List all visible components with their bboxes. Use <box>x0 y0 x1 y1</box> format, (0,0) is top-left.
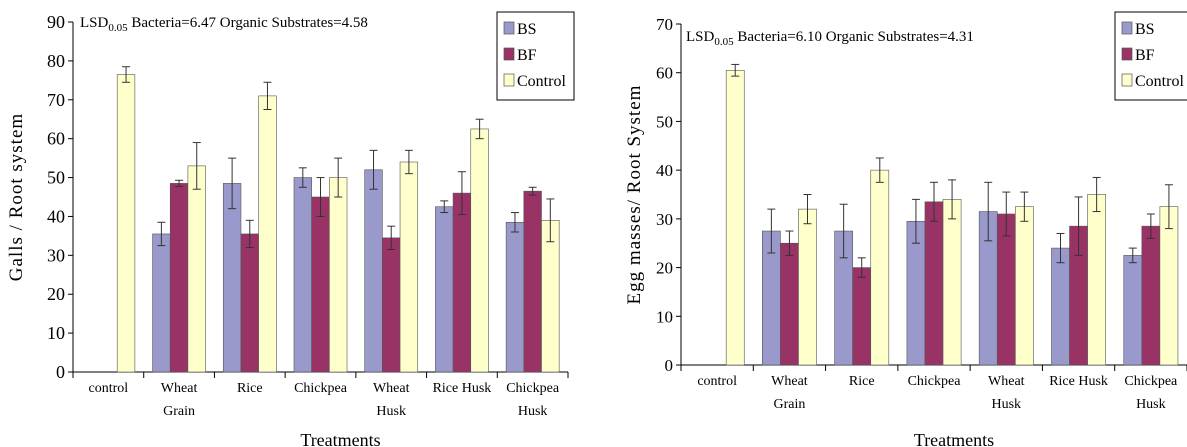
bar-bf <box>311 196 330 373</box>
y-tick-label: 30 <box>47 245 65 265</box>
bar-bs <box>152 233 171 373</box>
bar-bf <box>452 192 472 373</box>
legend-label-control: Control <box>517 73 566 90</box>
legend-swatch-control <box>1121 73 1133 87</box>
y-tick-label: 70 <box>47 90 65 110</box>
y-tick-label: 10 <box>47 323 65 343</box>
y-tick-label: 50 <box>47 168 65 188</box>
bar-control <box>798 208 817 366</box>
x-axis-label: Treatments <box>914 430 994 447</box>
y-axis-label: Galls / Root system <box>6 113 27 281</box>
y-tick-label: 10 <box>656 307 673 326</box>
bar-control <box>116 74 136 373</box>
bar-bf <box>852 267 872 366</box>
y-tick-label: 40 <box>656 161 673 180</box>
bar-control <box>942 199 962 366</box>
bar-control <box>1087 194 1106 366</box>
bar-bs <box>293 177 312 373</box>
x-tick-label: Husk <box>992 397 1022 412</box>
x-tick-label: Chickpea <box>1124 374 1178 389</box>
legend-label-bs: BS <box>1135 21 1155 38</box>
bar-control <box>399 161 419 373</box>
lsd-annotation: LSD0.05 Bacteria=6.10 Organic Substrates… <box>686 29 974 48</box>
y-tick-label: 60 <box>47 129 65 149</box>
bar-bs <box>1051 247 1070 366</box>
lsd-annotation: LSD0.05 Bacteria=6.47 Organic Substrates… <box>80 15 368 34</box>
x-tick-label: Wheat <box>771 374 808 389</box>
bar-control <box>258 95 277 373</box>
bar-control <box>329 177 348 373</box>
x-tick-label: Rice <box>237 381 263 396</box>
y-tick-label: 50 <box>656 112 673 131</box>
y-tick-label: 0 <box>56 362 65 382</box>
y-axis-label: Egg masses/ Root System <box>624 85 645 305</box>
bar-control <box>1159 206 1179 366</box>
bar-bf <box>382 237 401 373</box>
y-tick-label: 60 <box>656 64 673 83</box>
x-tick-label: Chickpea <box>294 381 348 396</box>
y-tick-label: 20 <box>47 284 65 304</box>
x-tick-label: Husk <box>518 404 548 419</box>
bar-control <box>470 128 489 373</box>
y-tick-label: 80 <box>47 51 65 71</box>
x-tick-label: Husk <box>1136 397 1166 412</box>
chart-galls: 0 10 20 30 40 50 60 70 80 90 control Wheat Grain Rice… <box>6 11 575 447</box>
bar-control <box>187 165 206 373</box>
x-tick-label: Chickpea <box>506 381 560 396</box>
bar-bf <box>169 183 189 373</box>
bar-bf <box>523 190 542 373</box>
chart-egg-masses: 0 10 20 30 40 50 60 70 control Wheat Grain Rice Chic… <box>624 11 1187 447</box>
y-tick-label: 0 <box>665 356 674 375</box>
legend-label-bf: BF <box>517 47 537 64</box>
legend-label-bs: BS <box>517 21 537 38</box>
bar-bs <box>435 206 454 373</box>
bar-bs <box>1123 255 1143 366</box>
bar-bs <box>222 183 242 373</box>
bar-control <box>1015 206 1034 366</box>
y-tick-label: 30 <box>656 210 673 229</box>
legend-swatch-bs <box>503 21 515 35</box>
bar-bs <box>364 169 383 373</box>
bar-control <box>541 220 560 373</box>
x-tick-label: control <box>89 381 129 396</box>
x-tick-label: Rice Husk <box>433 381 492 396</box>
x-tick-label: Wheat <box>988 374 1025 389</box>
y-tick-label: 40 <box>47 206 65 226</box>
legend-swatch-control <box>503 73 515 87</box>
x-tick-label: Grain <box>163 404 195 419</box>
legend-swatch-bf <box>503 47 515 61</box>
bar-bf <box>240 233 259 373</box>
x-tick-label: Rice <box>849 374 875 389</box>
bar-bf <box>924 201 944 366</box>
y-tick-label: 70 <box>656 15 673 34</box>
x-tick-label: Wheat <box>161 381 198 396</box>
bar-bf <box>996 213 1016 366</box>
y-tick-label: 20 <box>656 259 673 278</box>
x-tick-label: Rice Husk <box>1049 374 1108 389</box>
legend-label-control: Control <box>1135 73 1184 90</box>
bar-control <box>870 169 890 366</box>
x-axis-label: Treatments <box>300 430 380 447</box>
y-tick-label: 90 <box>47 12 65 32</box>
x-tick-label: Grain <box>773 397 805 412</box>
legend-swatch-bf <box>1121 47 1133 61</box>
bar-bf <box>1141 225 1161 366</box>
legend-swatch-bs <box>1121 21 1133 35</box>
bar-bf <box>780 242 799 366</box>
bar-control <box>725 69 745 366</box>
x-tick-label: Husk <box>376 404 406 419</box>
legend-label-bf: BF <box>1135 47 1155 64</box>
x-tick-label: Wheat <box>373 381 410 396</box>
bar-bs <box>505 221 525 373</box>
x-tick-label: Chickpea <box>908 374 962 389</box>
x-tick-label: control <box>697 374 737 389</box>
